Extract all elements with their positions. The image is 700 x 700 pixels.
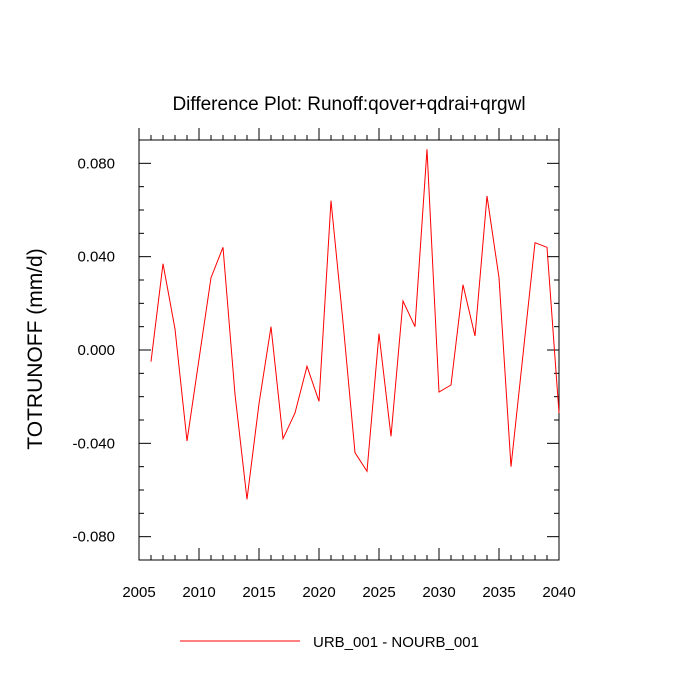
- x-tick-label: 2035: [482, 584, 515, 601]
- x-tick-label: 2005: [122, 584, 155, 601]
- y-tick-label: -0.080: [72, 529, 115, 546]
- series-layer: [150, 149, 560, 500]
- y-tick-label: 0.040: [77, 249, 115, 266]
- axes: 2005 2010 2015 2020 2025 2030 2035 2040 -0.080 -0…: [72, 128, 576, 601]
- series-line: [150, 149, 560, 500]
- x-tick-label: 2040: [542, 584, 575, 601]
- x-tick-label: 2010: [182, 584, 215, 601]
- chart-title: Difference Plot: Runoff:qover+qdrai+qrgw…: [172, 94, 525, 115]
- y-tick-label: 0.000: [77, 342, 115, 359]
- y-tick-label: -0.040: [72, 435, 115, 452]
- x-tick-label: 2025: [362, 584, 395, 601]
- x-tick-label: 2030: [422, 584, 455, 601]
- x-tick-label: 2015: [242, 584, 275, 601]
- legend-label: URB_001 - NOURB_001: [313, 634, 479, 651]
- y-tick-label: 0.080: [77, 155, 115, 172]
- y-axis-label: TOTRUNOFF (mm/d): [24, 248, 47, 449]
- x-tick-label: 2020: [302, 584, 335, 601]
- legend: URB_001 - NOURB_001: [180, 634, 479, 651]
- plot-frame: [138, 139, 560, 561]
